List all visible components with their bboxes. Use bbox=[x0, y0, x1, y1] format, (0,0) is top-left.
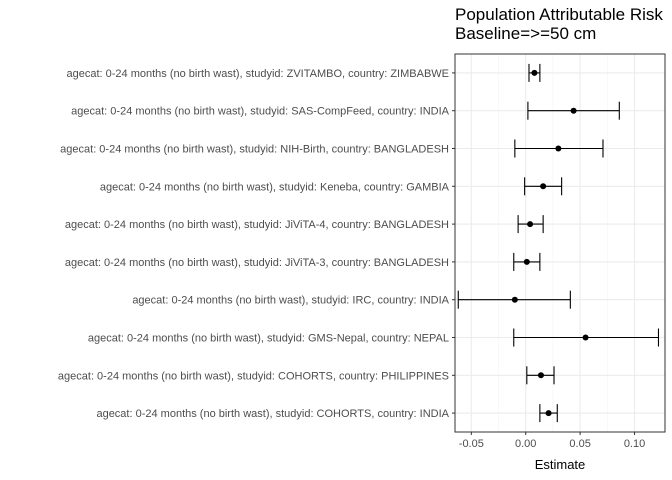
estimate-point bbox=[545, 410, 552, 417]
plot-area: agecat: 0-24 months (no birth wast), stu… bbox=[58, 53, 666, 450]
estimate-point bbox=[537, 372, 544, 379]
estimate-point bbox=[527, 221, 534, 228]
y-tick-label: agecat: 0-24 months (no birth wast), stu… bbox=[65, 257, 449, 269]
y-tick-label: agecat: 0-24 months (no birth wast), stu… bbox=[71, 106, 449, 118]
y-tick-label: agecat: 0-24 months (no birth wast), stu… bbox=[58, 370, 449, 382]
plot-panel-background bbox=[455, 54, 665, 432]
estimate-point bbox=[582, 334, 589, 341]
y-tick-label: agecat: 0-24 months (no birth wast), stu… bbox=[60, 144, 449, 156]
y-tick-label: agecat: 0-24 months (no birth wast), stu… bbox=[96, 408, 449, 420]
plot-panel-border bbox=[454, 53, 666, 433]
x-tick-label: 0.05 bbox=[569, 438, 590, 450]
y-tick-label: agecat: 0-24 months (no birth wast), stu… bbox=[132, 295, 449, 307]
estimate-point bbox=[523, 258, 530, 265]
estimate-point bbox=[511, 296, 518, 303]
estimate-point bbox=[570, 107, 577, 114]
y-tick-label: agecat: 0-24 months (no birth wast), stu… bbox=[88, 333, 449, 345]
chart-title-line-1: Population Attributable Risk bbox=[455, 5, 663, 24]
estimate-point bbox=[555, 145, 562, 152]
y-tick-label: agecat: 0-24 months (no birth wast), stu… bbox=[67, 68, 449, 80]
chart-title-line-2: Baseline=>=50 cm bbox=[455, 24, 596, 43]
x-tick-label: 0.00 bbox=[515, 438, 536, 450]
x-axis-label: Estimate bbox=[535, 457, 586, 472]
estimate-point bbox=[540, 183, 547, 190]
estimate-point bbox=[531, 69, 538, 76]
y-tick-label: agecat: 0-24 months (no birth wast), stu… bbox=[65, 219, 449, 231]
x-tick-label: 0.10 bbox=[624, 438, 645, 450]
x-tick-label: -0.05 bbox=[459, 438, 484, 450]
y-tick-label: agecat: 0-24 months (no birth wast), stu… bbox=[100, 181, 450, 193]
